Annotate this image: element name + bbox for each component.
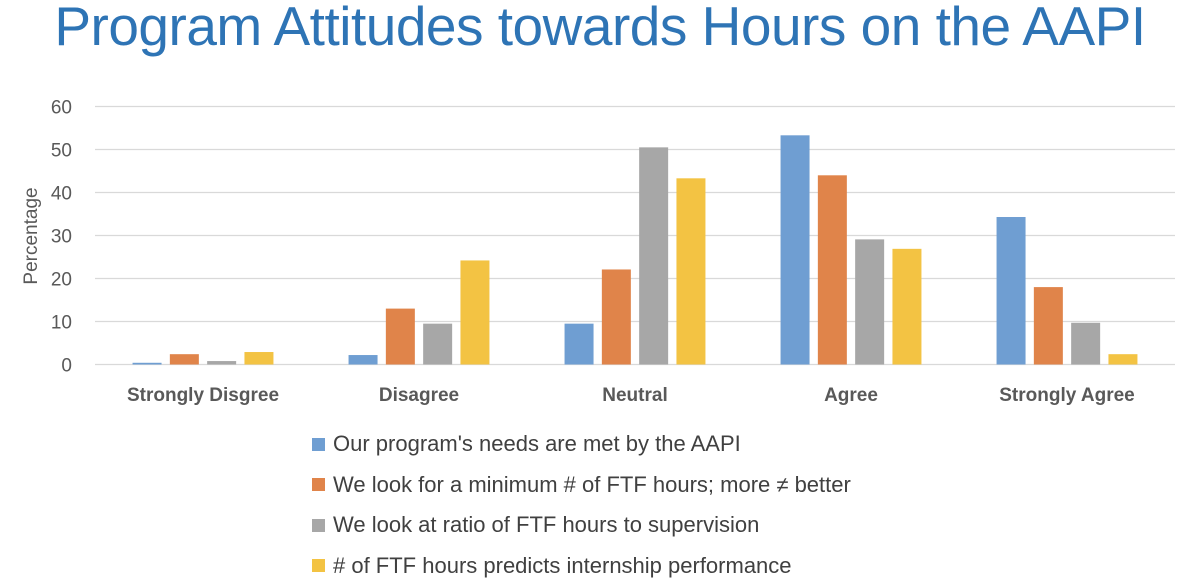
- legend-item: We look at ratio of FTF hours to supervi…: [312, 505, 851, 546]
- x-category-label: Strongly Agree: [999, 385, 1135, 406]
- legend-label: We look for a minimum # of FTF hours; mo…: [333, 472, 851, 498]
- bar: [1108, 354, 1137, 364]
- legend-label: We look at ratio of FTF hours to supervi…: [333, 512, 759, 538]
- y-tick-label: 50: [51, 141, 72, 162]
- legend-item: We look for a minimum # of FTF hours; mo…: [312, 465, 851, 506]
- bar: [386, 309, 415, 365]
- x-category-label: Disagree: [379, 385, 459, 406]
- bar: [997, 217, 1026, 364]
- bar-chart: 0 10 20 30 40 50 60 Strongly Disgree Disagree Neu…: [0, 0, 1200, 420]
- y-tick-label: 20: [51, 270, 72, 291]
- x-category-label: Strongly Disgree: [127, 385, 279, 406]
- legend-swatch: [312, 559, 325, 572]
- y-tick-label: 0: [61, 356, 72, 377]
- bar: [133, 363, 162, 365]
- bar: [349, 355, 378, 364]
- bar: [207, 361, 236, 364]
- bar: [781, 135, 810, 364]
- x-category-label: Neutral: [602, 385, 667, 406]
- legend-swatch: [312, 438, 325, 451]
- legend-swatch: [312, 519, 325, 532]
- bar: [244, 352, 273, 364]
- bar: [639, 147, 668, 364]
- bar: [855, 239, 884, 364]
- legend-label: Our program's needs are met by the AAPI: [333, 431, 741, 457]
- bar: [602, 269, 631, 364]
- bar: [818, 175, 847, 364]
- bar: [565, 324, 594, 365]
- bar: [1071, 323, 1100, 365]
- y-tick-label: 60: [51, 98, 72, 119]
- y-tick-label: 40: [51, 184, 72, 205]
- legend-item: Our program's needs are met by the AAPI: [312, 424, 851, 465]
- bar: [170, 354, 199, 364]
- bar: [460, 260, 489, 364]
- legend: Our program's needs are met by the AAPI W…: [312, 424, 851, 586]
- y-tick-label: 30: [51, 227, 72, 248]
- x-category-label: Agree: [824, 385, 878, 406]
- legend-label: # of FTF hours predicts internship perfo…: [333, 553, 792, 579]
- bar: [423, 324, 452, 365]
- y-axis-label: Percentage: [21, 187, 42, 284]
- bar: [1034, 287, 1063, 364]
- bar: [676, 178, 705, 364]
- y-tick-label: 10: [51, 313, 72, 334]
- legend-item: # of FTF hours predicts internship perfo…: [312, 546, 851, 586]
- bar: [892, 249, 921, 365]
- legend-swatch: [312, 478, 325, 491]
